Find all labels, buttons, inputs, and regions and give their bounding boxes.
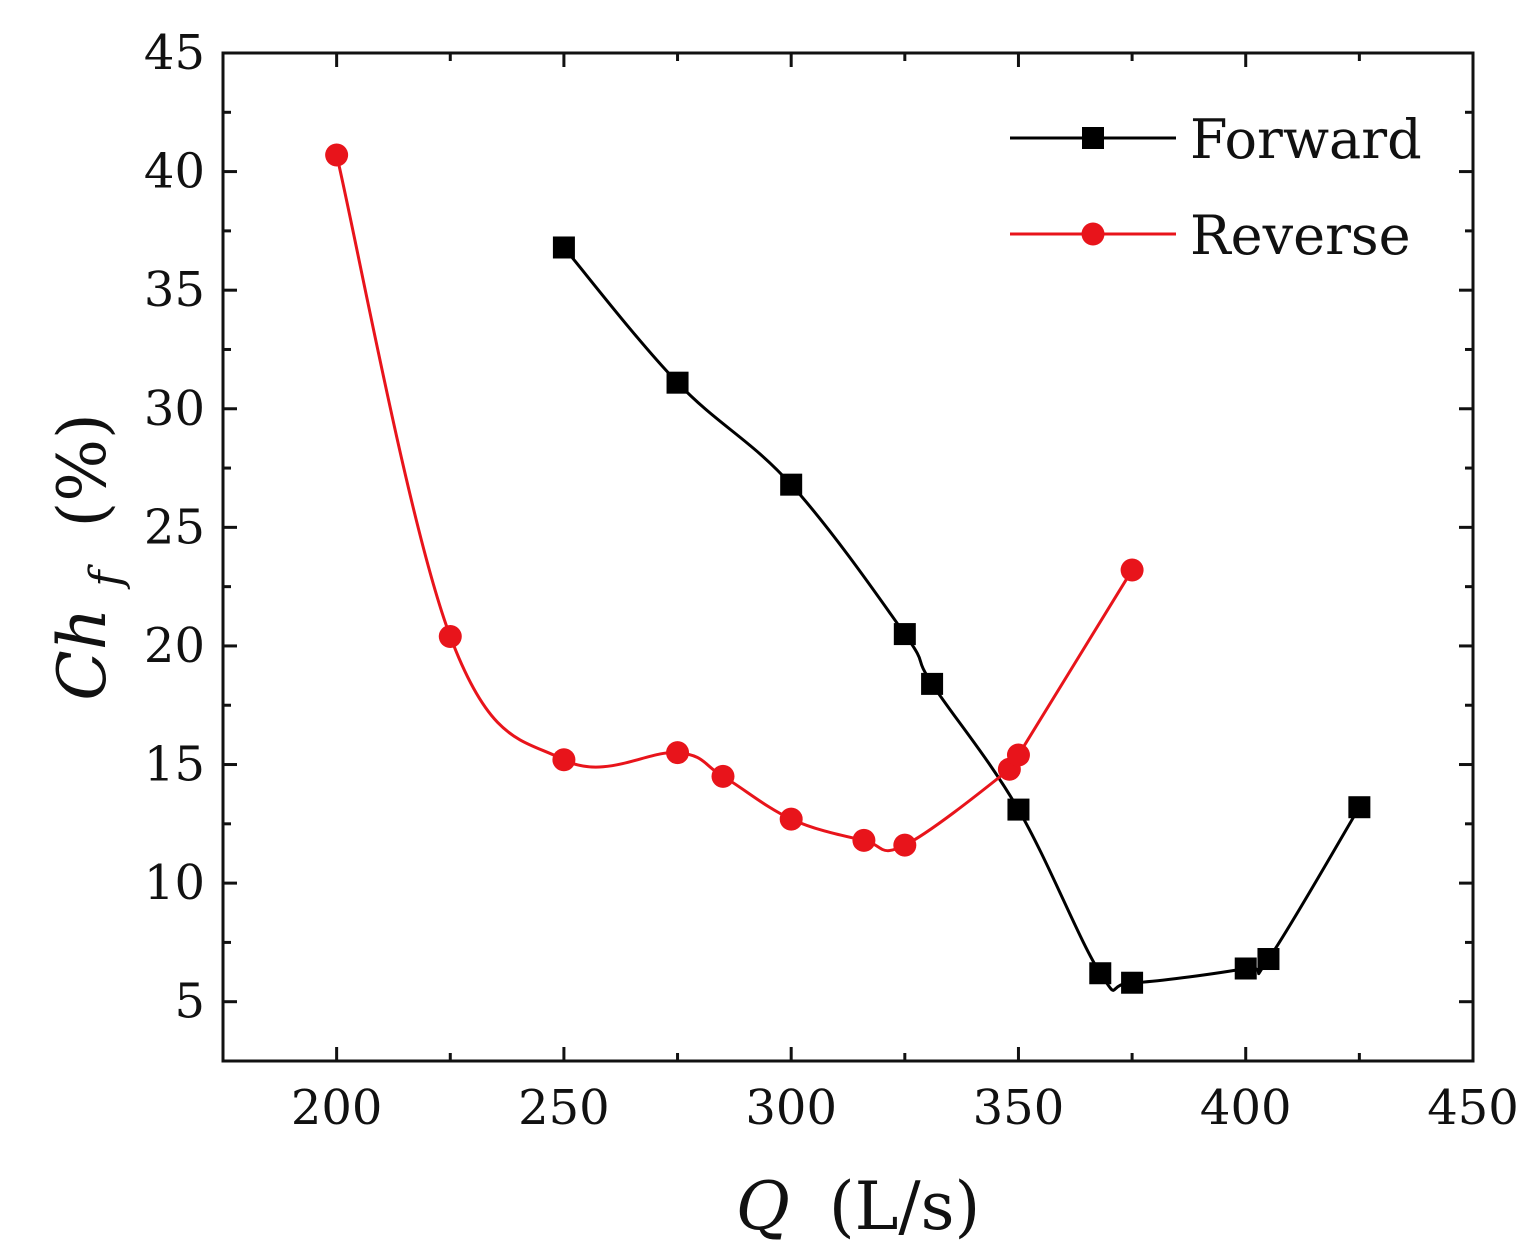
reverse-data-point — [779, 807, 803, 831]
reverse-data-point — [711, 764, 735, 788]
x-axis-variable: Q — [736, 1168, 790, 1245]
forward-data-point — [552, 236, 575, 259]
x-tick-label: 350 — [973, 1080, 1065, 1136]
reverse-data-point — [666, 741, 690, 765]
forward-data-point — [1257, 948, 1280, 971]
y-tick-label: 15 — [144, 737, 205, 793]
y-axis-unit: (%) — [44, 413, 121, 527]
x-tick-label: 250 — [518, 1080, 610, 1136]
reverse-data-point — [438, 624, 462, 648]
y-tick-label: 30 — [144, 381, 205, 437]
reverse-data-point — [552, 748, 576, 772]
forward-data-point — [1234, 957, 1257, 980]
y-tick-label: 10 — [144, 855, 205, 911]
plot-frame — [221, 51, 1475, 1063]
x-tick-label: 200 — [291, 1080, 383, 1136]
series-reverse — [325, 143, 1144, 857]
series-layer — [325, 143, 1371, 994]
y-tick-label: 45 — [144, 25, 205, 81]
reverse-data-point — [852, 828, 876, 852]
y-axis-subscript: f — [81, 564, 132, 590]
legend: Forward Reverse — [1010, 108, 1422, 267]
reverse-data-point — [893, 833, 917, 857]
y-axis-title: Ch f (%) — [44, 413, 137, 701]
forward-data-point — [1089, 962, 1112, 985]
forward-data-point — [780, 473, 803, 496]
legend-item-reverse: Reverse — [1010, 204, 1411, 267]
ticks-layer: 200 250 300 350 400 450 5 10 15 20 25 30 35 40 45 — [144, 25, 1519, 1136]
y-tick-label: 35 — [144, 262, 205, 318]
legend-item-forward: Forward — [1010, 108, 1422, 171]
y-tick-label: 40 — [144, 144, 205, 200]
y-tick-label: 5 — [174, 974, 205, 1030]
reverse-data-point — [325, 143, 349, 167]
legend-forward-marker — [1082, 127, 1104, 149]
legend-reverse-label: Reverse — [1190, 204, 1411, 267]
x-tick-label: 400 — [1200, 1080, 1292, 1136]
x-tick-label: 450 — [1427, 1080, 1519, 1136]
legend-forward-label: Forward — [1190, 108, 1422, 171]
forward-data-point — [921, 672, 944, 695]
y-tick-label: 25 — [144, 499, 205, 555]
forward-data-point — [893, 623, 916, 646]
y-tick-label: 20 — [144, 618, 205, 674]
reverse-data-point — [1120, 558, 1144, 582]
forward-data-point — [1007, 798, 1030, 821]
x-axis-title: Q (L/s) — [736, 1168, 981, 1245]
x-axis-unit: (L/s) — [829, 1168, 980, 1245]
series-forward-line — [562, 246, 1361, 992]
reverse-data-point — [1006, 743, 1030, 767]
forward-data-point — [666, 371, 689, 394]
x-tick-label: 300 — [745, 1080, 837, 1136]
legend-reverse-marker — [1081, 222, 1105, 246]
forward-data-point — [1348, 796, 1371, 819]
axis-titles: Q (L/s) Ch f (%) — [44, 413, 980, 1245]
y-axis-variable: Ch — [44, 608, 121, 701]
forward-data-point — [1121, 971, 1144, 994]
series-forward — [552, 236, 1371, 994]
